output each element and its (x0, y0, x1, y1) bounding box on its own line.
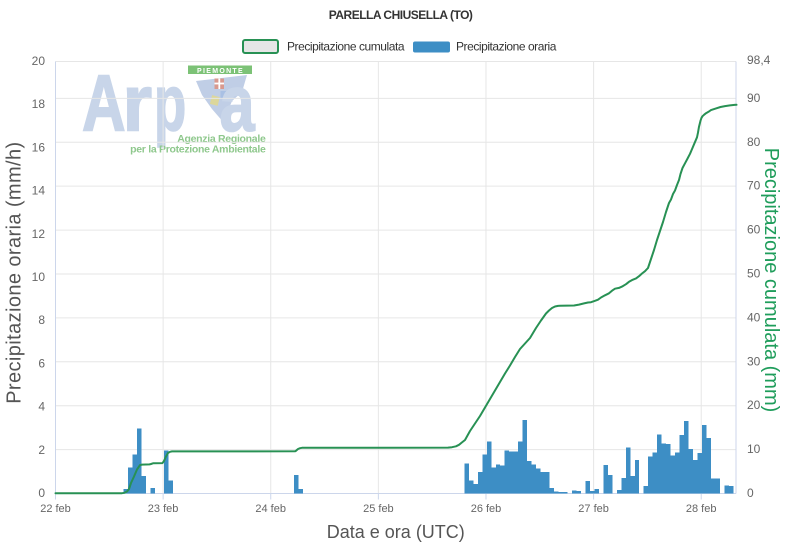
svg-text:30: 30 (747, 354, 761, 368)
svg-text:80: 80 (747, 135, 761, 149)
svg-text:20: 20 (32, 54, 46, 68)
svg-text:Precipitazione oraria: Precipitazione oraria (456, 40, 557, 54)
svg-text:24 feb: 24 feb (255, 503, 286, 515)
svg-text:50: 50 (747, 267, 761, 281)
svg-text:90: 90 (747, 91, 761, 105)
svg-text:Precipitazione cumulata: Precipitazione cumulata (287, 40, 405, 54)
svg-text:28 feb: 28 feb (686, 503, 717, 515)
svg-text:0: 0 (38, 486, 45, 500)
svg-text:Precipitazione oraria (mm/h): Precipitazione oraria (mm/h) (4, 141, 26, 403)
svg-text:10: 10 (32, 270, 46, 284)
svg-text:per la Protezione Ambientale: per la Protezione Ambientale (130, 144, 266, 156)
svg-text:Data e ora (UTC): Data e ora (UTC) (327, 522, 465, 542)
svg-text:p: p (154, 60, 186, 149)
svg-text:20: 20 (747, 398, 761, 412)
svg-text:8: 8 (38, 313, 45, 327)
svg-text:PIEMONTE: PIEMONTE (197, 68, 244, 75)
svg-text:PARELLA CHIUSELLA (TO): PARELLA CHIUSELLA (TO) (329, 8, 473, 22)
svg-text:18: 18 (32, 97, 46, 111)
svg-text:16: 16 (32, 140, 46, 154)
svg-text:12: 12 (32, 227, 46, 241)
svg-text:r: r (123, 58, 153, 148)
svg-text:A: A (82, 59, 126, 148)
svg-text:23 feb: 23 feb (148, 503, 179, 515)
svg-text:60: 60 (747, 223, 761, 237)
svg-text:4: 4 (38, 400, 45, 414)
svg-text:Precipitazione cumulata (mm): Precipitazione cumulata (mm) (760, 148, 782, 413)
svg-text:22 feb: 22 feb (40, 503, 71, 515)
svg-text:14: 14 (32, 184, 46, 198)
svg-text:27 feb: 27 feb (578, 503, 609, 515)
svg-text:26 feb: 26 feb (471, 503, 502, 515)
svg-text:10: 10 (747, 442, 761, 456)
svg-text:98,4: 98,4 (747, 53, 771, 67)
svg-text:0: 0 (747, 486, 754, 500)
svg-text:70: 70 (747, 179, 761, 193)
svg-text:25 feb: 25 feb (363, 503, 394, 515)
svg-text:6: 6 (38, 356, 45, 370)
svg-text:2: 2 (38, 443, 45, 457)
svg-text:40: 40 (747, 310, 761, 324)
